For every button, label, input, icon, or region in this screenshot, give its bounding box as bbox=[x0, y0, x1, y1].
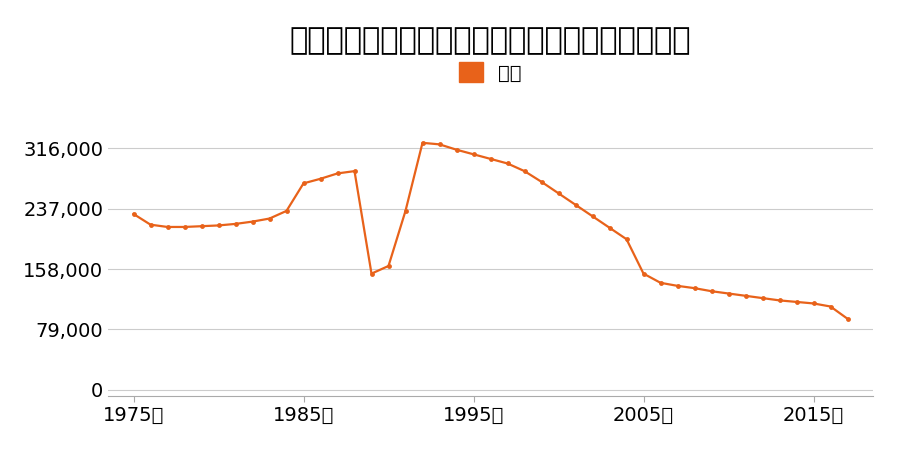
Title: 栃木県宇都宮市桜２丁目２９０７番３の地価推移: 栃木県宇都宮市桜２丁目２９０７番３の地価推移 bbox=[290, 27, 691, 56]
Legend: 価格: 価格 bbox=[452, 55, 529, 91]
